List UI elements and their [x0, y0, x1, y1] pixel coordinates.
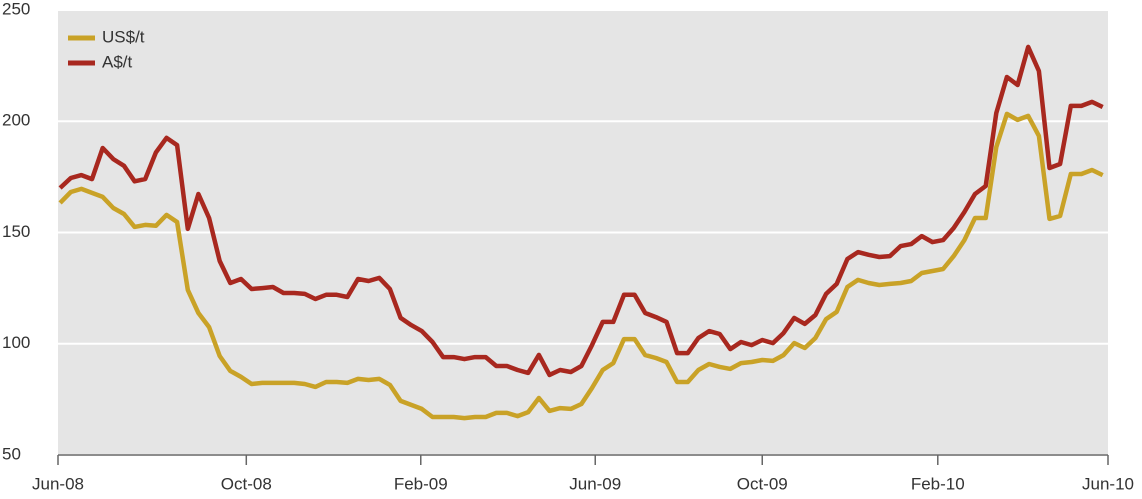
legend-label: US$/t	[102, 27, 145, 46]
x-tick-label: Oct-08	[221, 474, 272, 493]
x-tick-label: Oct-09	[737, 474, 788, 493]
x-tick-label: Feb-10	[911, 474, 965, 493]
y-tick-label: 250	[2, 0, 30, 18]
series-line	[58, 44, 1104, 378]
y-tick-label: 50	[2, 444, 21, 463]
legend-label: A$/t	[102, 52, 133, 71]
x-tick-label: Jun-10	[1082, 474, 1134, 493]
y-tick-label: 200	[2, 111, 30, 130]
x-tick-label: Jun-09	[569, 474, 621, 493]
y-tick-label: 150	[2, 222, 30, 241]
series-line	[58, 111, 1104, 421]
x-tick-label: Jun-08	[32, 474, 84, 493]
y-tick-label: 100	[2, 333, 30, 352]
x-tick-label: Feb-09	[394, 474, 448, 493]
